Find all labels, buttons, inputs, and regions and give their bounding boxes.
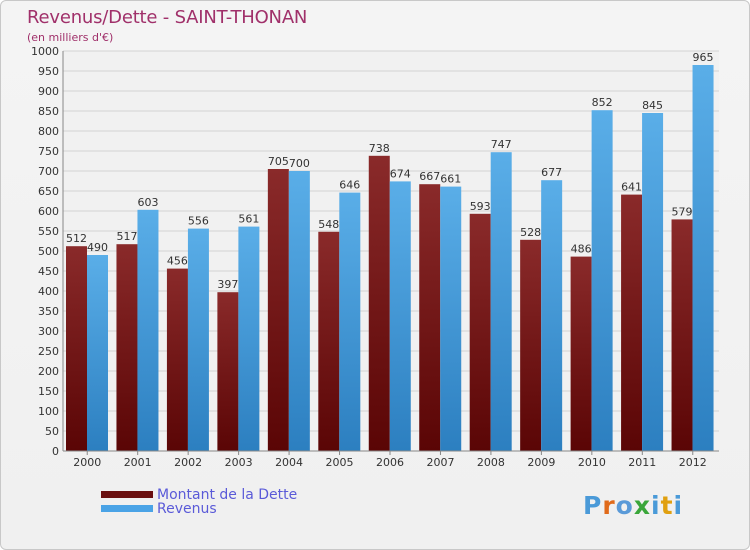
y-tick-label: 350 [38,305,59,318]
legend-swatch-revenus [101,505,153,512]
logo-letter: P [583,491,602,520]
data-label-revenus: 490 [87,241,108,254]
y-tick-label: 650 [38,185,59,198]
y-tick-label: 550 [38,225,59,238]
y-tick-label: 150 [38,385,59,398]
bar-debt [268,169,289,451]
y-tick-label: 450 [38,265,59,278]
logo-letter: r [602,491,615,520]
y-tick-label: 250 [38,345,59,358]
logo-letter: i [651,491,661,520]
y-tick-label: 500 [38,245,59,258]
bar-debt [318,232,339,451]
bar-debt [621,195,642,451]
y-tick-label: 950 [38,65,59,78]
x-tick-label: 2001 [124,456,152,469]
x-tick-label: 2009 [527,456,555,469]
bar-debt [369,156,390,451]
bar-revenus [289,171,310,451]
data-label-debt: 528 [520,226,541,239]
bar-revenus [87,255,108,451]
bar-revenus [390,181,411,451]
bar-revenus [541,180,562,451]
x-tick-label: 2011 [628,456,656,469]
data-label-debt: 641 [621,181,642,194]
data-label-debt: 738 [369,142,390,155]
x-tick-label: 2008 [477,456,505,469]
bar-debt [167,269,188,451]
legend-swatch-dette [101,491,153,498]
bar-debt [470,214,491,451]
data-label-debt: 593 [470,200,491,213]
data-label-revenus: 852 [592,96,613,109]
x-tick-label: 2004 [275,456,303,469]
x-tick-label: 2007 [426,456,454,469]
y-tick-label: 200 [38,365,59,378]
y-tick-label: 300 [38,325,59,338]
x-tick-label: 2005 [326,456,354,469]
data-label-debt: 705 [268,155,289,168]
data-label-revenus: 556 [188,215,209,228]
data-label-debt: 512 [66,232,87,245]
logo-letter: o [616,491,634,520]
bar-revenus [693,65,714,451]
data-label-debt: 548 [318,218,339,231]
bar-revenus [188,229,209,451]
bar-revenus [238,227,259,451]
y-tick-label: 800 [38,125,59,138]
y-tick-label: 700 [38,165,59,178]
data-label-debt: 667 [419,170,440,183]
data-label-revenus: 561 [238,213,259,226]
data-label-debt: 397 [217,278,238,291]
x-tick-label: 2000 [73,456,101,469]
y-tick-label: 750 [38,145,59,158]
y-tick-label: 850 [38,105,59,118]
bar-debt [217,292,238,451]
data-label-debt: 517 [116,230,137,243]
logo-letter: x [634,491,651,520]
bar-revenus [440,187,461,451]
bar-revenus [642,113,663,451]
data-label-revenus: 646 [339,179,360,192]
data-label-revenus: 603 [137,196,158,209]
data-label-revenus: 965 [693,51,714,64]
legend-label-revenus: Revenus [157,501,217,517]
bar-revenus [592,110,613,451]
y-tick-label: 100 [38,405,59,418]
y-tick-label: 900 [38,85,59,98]
bar-chart: 512490517603456556397561705 7005486467386… [1,1,750,550]
chart-frame: Revenus/Dette - SAINT-THONAN (en millier… [0,0,750,550]
x-tick-label: 2002 [174,456,202,469]
data-label-revenus: 677 [541,166,562,179]
proxiti-logo: Proxiti [583,491,683,520]
bar-revenus [339,193,360,451]
bar-revenus [491,152,512,451]
y-tick-label: 600 [38,205,59,218]
bar-debt [66,246,87,451]
data-label-debt: 579 [672,205,693,218]
data-label-revenus: 674 [390,167,411,180]
data-label-revenus: 845 [642,99,663,112]
logo-letter: t [661,491,674,520]
x-tick-label: 2010 [578,456,606,469]
data-label-revenus: 747 [491,138,512,151]
bar-debt [520,240,541,451]
data-label-revenus: 700 [289,157,310,170]
data-label-revenus: 661 [440,173,461,186]
logo-letter: i [674,491,684,520]
x-tick-label: 2006 [376,456,404,469]
x-tick-label: 2003 [225,456,253,469]
y-tick-label: 400 [38,285,59,298]
data-label-debt: 456 [167,255,188,268]
bar-debt [571,257,592,451]
bar-revenus [137,210,158,451]
y-tick-label: 1000 [31,45,59,58]
data-label-debt: 486 [571,243,592,256]
x-tick-label: 2012 [679,456,707,469]
bar-debt [672,219,693,451]
y-tick-label: 0 [52,445,59,458]
bar-debt [116,244,137,451]
y-tick-label: 50 [45,425,59,438]
bar-debt [419,184,440,451]
